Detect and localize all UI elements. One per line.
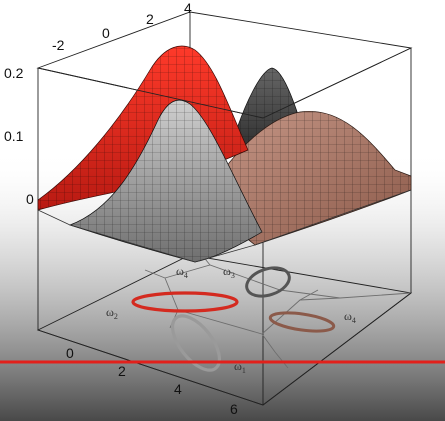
bottom-tick-label: 6 <box>230 401 238 417</box>
region-label: ω2 <box>106 305 118 321</box>
top-tick-label: 0 <box>102 25 110 41</box>
region-label: ω4 <box>344 309 356 325</box>
bottom-tick-label: 4 <box>174 381 182 397</box>
contour-brown <box>268 311 336 333</box>
vertical-tick-label: 0.2 <box>4 65 24 81</box>
top-tick-label: -2 <box>52 37 65 53</box>
contour-red <box>131 291 239 313</box>
top-tick-label: 4 <box>184 0 192 16</box>
vertical-tick-label: 0 <box>26 191 34 207</box>
vertical-tick-label: 0.1 <box>4 128 24 144</box>
bottom-axis-ticks: 0 2 4 6 <box>66 345 238 417</box>
bottom-tick-label: 2 <box>118 363 126 379</box>
bottom-tick-label: 0 <box>66 345 74 361</box>
contour-dark <box>245 266 291 298</box>
top-tick-label: 2 <box>146 11 154 27</box>
bounding-box-front <box>37 47 412 406</box>
density-surface <box>37 45 412 263</box>
contour-gray <box>171 314 221 372</box>
region-label: ω4 <box>176 264 188 280</box>
region-label: ω3 <box>223 264 235 280</box>
region-labels: ω1 ω2 ω3 ω4 ω4 <box>106 264 356 375</box>
vertical-axis-ticks: 0.2 0.1 0 <box>4 65 34 207</box>
top-axis-ticks: -2 0 2 4 <box>52 0 192 53</box>
region-label: ω1 <box>234 359 246 375</box>
